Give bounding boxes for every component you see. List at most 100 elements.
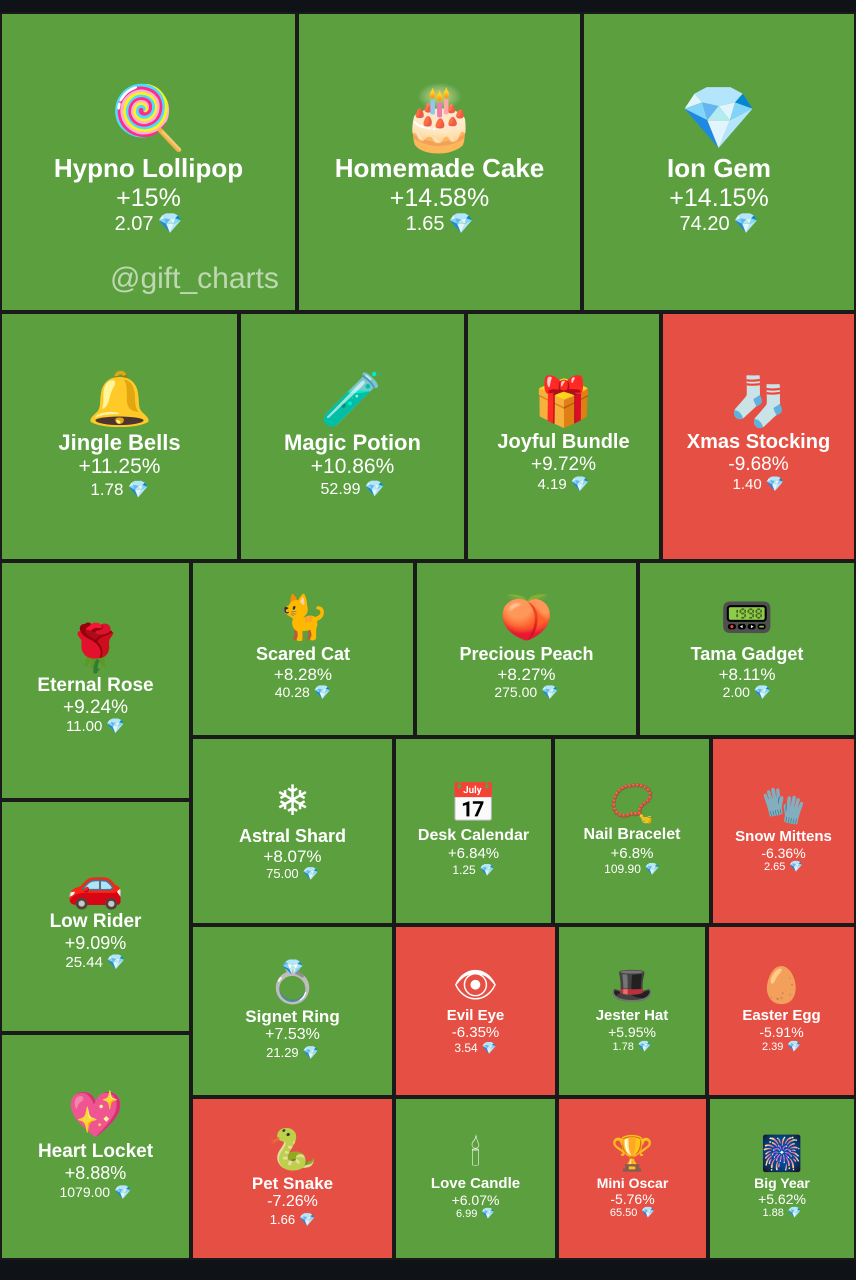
- treemap-tile-homemade-cake[interactable]: 🎂 Homemade Cake +14.58% 1.65 💎: [297, 12, 582, 312]
- treemap-tile-jester-hat[interactable]: 🎩 Jester Hat +5.95% 1.78 💎: [557, 925, 707, 1097]
- treemap-tile-jingle-bells[interactable]: 🔔 Jingle Bells +11.25% 1.78 💎: [0, 312, 239, 561]
- tile-change: +9.72%: [531, 454, 596, 476]
- tile-name: Precious Peach: [459, 643, 594, 664]
- tile-change: +8.88%: [64, 1163, 127, 1184]
- treemap-tile-mini-oscar[interactable]: 🏆 Mini Oscar -5.76% 65.50 💎: [557, 1097, 708, 1260]
- cake-icon: 🎂: [400, 83, 479, 153]
- tile-name: Magic Potion: [284, 430, 421, 456]
- gem-icon: 💎: [299, 1211, 316, 1227]
- treemap-tile-pet-snake[interactable]: 🐍 Pet Snake -7.26% 1.66 💎: [191, 1097, 394, 1260]
- treemap-tile-heart-locket[interactable]: 💖 Heart Locket +8.88% 1079.00 💎: [0, 1033, 191, 1260]
- tile-change: +8.27%: [497, 664, 556, 684]
- tile-price: 6.99: [455, 1208, 478, 1221]
- tile-price-row: 25.44 💎: [65, 954, 125, 972]
- gadget-icon: 📟: [720, 593, 774, 642]
- tile-price-row: 40.28 💎: [275, 684, 331, 701]
- treemap-chart: 🍭 Hypno Lollipop +15% 2.07 💎 🎂 Homemade Cake +1…: [0, 12, 856, 1260]
- tile-change: +5.62%: [758, 1190, 806, 1207]
- gem-icon: 💎: [637, 1040, 652, 1053]
- tile-price: 1.25: [452, 862, 476, 877]
- tile-change: +7.53%: [265, 1026, 320, 1044]
- tile-price-row: 1079.00 💎: [59, 1184, 131, 1201]
- treemap-tile-astral-shard[interactable]: ❄ Astral Shard +8.07% 75.00 💎: [191, 737, 394, 925]
- tile-price-row: 2.39 💎: [762, 1041, 801, 1054]
- treemap-tile-eternal-rose[interactable]: 🌹 Eternal Rose +9.24% 11.00 💎: [0, 561, 191, 800]
- tile-name: Big Year: [754, 1174, 810, 1191]
- jester-hat-icon: 🎩: [610, 966, 654, 1006]
- potion-icon: 🧪: [320, 371, 385, 430]
- treemap-tile-joyful-bundle[interactable]: 🎁 Joyful Bundle +9.72% 4.19 💎: [466, 312, 661, 561]
- treemap-tile-nail-bracelet[interactable]: 📿 Nail Bracelet +6.8% 109.90 💎: [553, 737, 711, 925]
- treemap-tile-scared-cat[interactable]: 🐈 Scared Cat +8.28% 40.28 💎: [191, 561, 415, 737]
- ring-icon: 💍: [266, 958, 319, 1005]
- gem-icon: 💎: [313, 684, 332, 701]
- treemap-tile-precious-peach[interactable]: 🍑 Precious Peach +8.27% 275.00 💎: [415, 561, 638, 737]
- tile-name: Pet Snake: [251, 1173, 334, 1193]
- tile-price: 1.40: [732, 475, 762, 493]
- treemap-tile-snow-mittens[interactable]: 🧤 Snow Mittens -6.36% 2.65 💎: [711, 737, 856, 925]
- gem-icon: 💎: [644, 862, 660, 877]
- gem-icon: 💎: [364, 480, 385, 498]
- tile-name: Low Rider: [49, 911, 142, 933]
- tile-price: 40.28: [274, 684, 310, 701]
- tile-change: -9.68%: [728, 454, 789, 476]
- tile-price-row: 1.66 💎: [270, 1212, 316, 1228]
- tile-price: 2.00: [722, 684, 750, 701]
- stocking-icon: 🧦: [728, 376, 789, 430]
- tile-change: +5.95%: [608, 1024, 656, 1041]
- tile-name: Tama Gadget: [690, 643, 804, 664]
- treemap-tile-big-year[interactable]: 🎆 Big Year +5.62% 1.88 💎: [708, 1097, 856, 1260]
- treemap-tile-signet-ring[interactable]: 💍 Signet Ring +7.53% 21.29 💎: [191, 925, 394, 1097]
- tile-price-row: 1.65 💎: [406, 212, 474, 236]
- tile-name: Homemade Cake: [334, 152, 545, 183]
- treemap-tile-hypno-lollipop[interactable]: 🍭 Hypno Lollipop +15% 2.07 💎: [0, 12, 297, 312]
- tile-name: Jester Hat: [595, 1007, 669, 1025]
- tile-change: -5.76%: [610, 1190, 655, 1207]
- lollipop-icon: 🍭: [109, 83, 188, 153]
- gem-icon: 💎: [127, 479, 149, 499]
- tile-price: 275.00: [494, 684, 538, 701]
- tile-price: 65.50: [609, 1207, 638, 1219]
- tile-price: 1.78: [612, 1040, 634, 1053]
- tile-change: +11.25%: [78, 455, 161, 479]
- tile-name: Joyful Bundle: [497, 431, 630, 454]
- tile-name: Heart Locket: [37, 1141, 154, 1163]
- gem-icon: 💎: [302, 866, 319, 882]
- gem-icon: 💎: [479, 862, 495, 877]
- bells-icon: 🔔: [86, 370, 153, 430]
- tile-price-row: 2.07 💎: [115, 212, 183, 236]
- treemap-tile-evil-eye[interactable]: 👁 Evil Eye -6.35% 3.54 💎: [394, 925, 557, 1097]
- treemap-tile-tama-gadget[interactable]: 📟 Tama Gadget +8.11% 2.00 💎: [638, 561, 856, 737]
- bracelet-icon: 📿: [608, 783, 656, 825]
- tile-name: Snow Mittens: [735, 827, 832, 845]
- gem-icon: 💎: [157, 213, 183, 236]
- treemap-tile-low-rider[interactable]: 🚗 Low Rider +9.09% 25.44 💎: [0, 800, 191, 1033]
- tile-price: 1.65: [405, 213, 445, 236]
- treemap-tile-xmas-stocking[interactable]: 🧦 Xmas Stocking -9.68% 1.40 💎: [661, 312, 856, 561]
- tile-price-row: 52.99 💎: [321, 480, 385, 499]
- tile-price-row: 2.00 💎: [723, 684, 772, 701]
- tile-name: Evil Eye: [446, 1006, 505, 1024]
- tile-price: 74.20: [679, 213, 730, 236]
- gem-icon: 💎: [789, 861, 804, 874]
- treemap-tile-love-candle[interactable]: 🕯 Love Candle +6.07% 6.99 💎: [394, 1097, 557, 1260]
- shard-icon: ❄: [274, 777, 311, 825]
- eye-icon: 👁: [452, 963, 499, 1005]
- tile-name: Signet Ring: [245, 1006, 340, 1026]
- gem-icon: 💎: [481, 1041, 497, 1056]
- tile-name: Easter Egg: [742, 1007, 821, 1025]
- tile-price: 52.99: [320, 480, 361, 498]
- tile-change: -5.91%: [759, 1024, 804, 1041]
- treemap-tile-easter-egg[interactable]: 🥚 Easter Egg -5.91% 2.39 💎: [707, 925, 856, 1097]
- tile-price: 1.66: [269, 1211, 296, 1227]
- year-icon: 🎆: [760, 1134, 804, 1173]
- tile-change: +6.07%: [451, 1191, 500, 1208]
- tile-price: 2.39: [761, 1040, 784, 1053]
- treemap-tile-magic-potion[interactable]: 🧪 Magic Potion +10.86% 52.99 💎: [239, 312, 466, 561]
- treemap-tile-ion-gem[interactable]: 💎 Ion Gem +14.15% 74.20 💎: [582, 12, 856, 312]
- tile-change: +8.07%: [263, 846, 322, 866]
- tile-price: 2.65: [763, 861, 786, 874]
- tile-name: Desk Calendar: [417, 826, 530, 844]
- treemap-tile-desk-calendar[interactable]: 📅 Desk Calendar +6.84% 1.25 💎: [394, 737, 553, 925]
- tile-price-row: 65.50 💎: [610, 1207, 655, 1220]
